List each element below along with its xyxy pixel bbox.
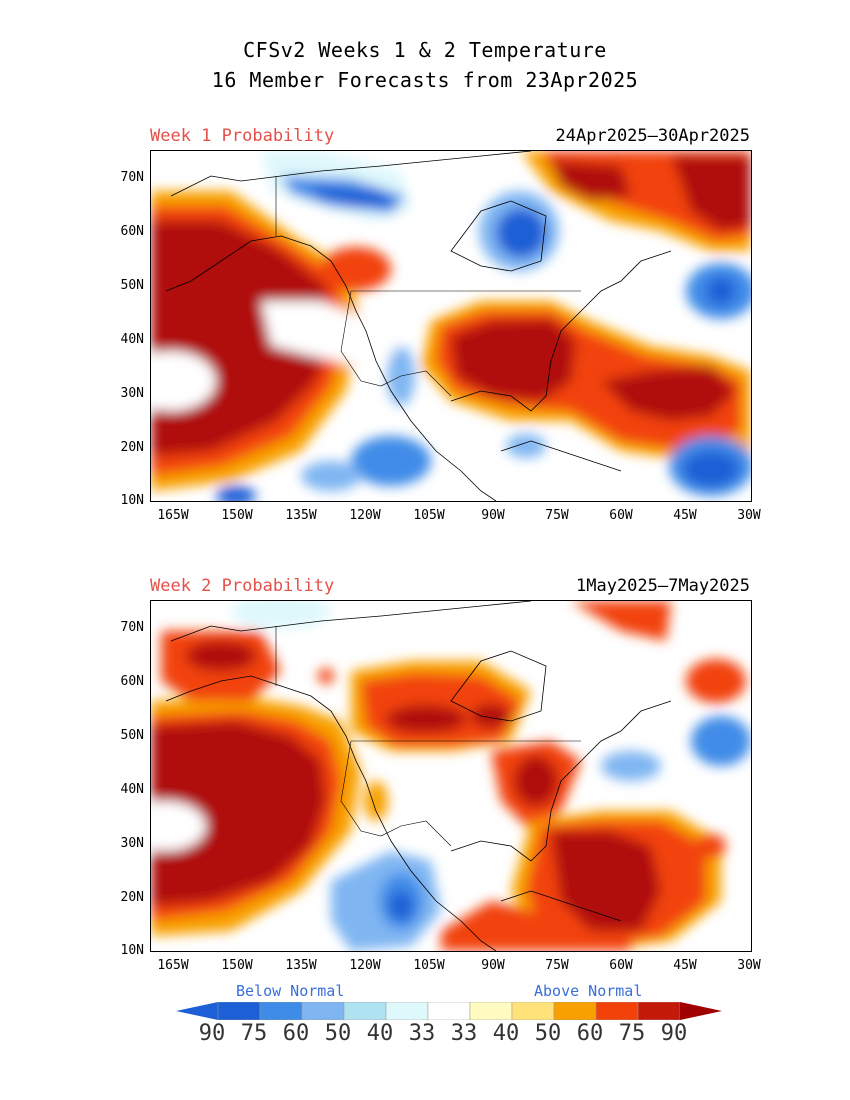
panel1-lat-tick: 40N (120, 332, 144, 347)
colorbar-label: 40 (492, 1021, 520, 1046)
panel2-lat-tick: 10N (120, 943, 144, 958)
chart-title-line2: 16 Member Forecasts from 23Apr2025 (211, 68, 639, 92)
color-bar (176, 1002, 722, 1020)
panel1-lon-tick: 90W (481, 508, 505, 523)
colorbar-cell (637, 1002, 681, 1020)
panel2-lat-tick: 40N (120, 782, 144, 797)
panel1-lat-tick: 50N (120, 278, 144, 293)
colorbar-cell (469, 1002, 513, 1020)
below-normal-label: Below Normal (236, 982, 345, 1000)
panel1-lon-tick: 105W (413, 508, 445, 523)
panel1-lon-tick: 165W (157, 508, 189, 523)
colorbar-label: 33 (450, 1021, 478, 1046)
colorbar-label: 75 (240, 1021, 268, 1046)
panel2-lon-tick: 60W (609, 958, 633, 973)
panel1-lat-tick: 30N (120, 386, 144, 401)
panel2-label: Week 2 Probability (150, 576, 335, 596)
panel2-dates: 1May2025—7May2025 (576, 576, 750, 596)
panel1-lon-tick: 135W (285, 508, 317, 523)
panel1-lon-tick: 150W (221, 508, 253, 523)
colorbar-label: 60 (576, 1021, 604, 1046)
panel2-lon-tick: 90W (481, 958, 505, 973)
colorbar-cell (301, 1002, 345, 1020)
colorbar-label: 60 (282, 1021, 310, 1046)
panel2-lat-tick: 20N (120, 890, 144, 905)
panel2-lat-tick: 70N (120, 620, 144, 635)
chart-title-line1: CFSv2 Weeks 1 & 2 Temperature (243, 38, 607, 62)
week1-probability-map (150, 150, 752, 502)
colorbar-above-arrow (680, 1002, 722, 1020)
colorbar-cell (427, 1002, 471, 1020)
colorbar-label: 90 (198, 1021, 226, 1046)
colorbar-cell (343, 1002, 387, 1020)
colorbar-below-arrow (176, 1002, 218, 1020)
colorbar-cell (259, 1002, 303, 1020)
panel2-lon-tick: 105W (413, 958, 445, 973)
panel1-lat-tick: 60N (120, 224, 144, 239)
colorbar-cell (385, 1002, 429, 1020)
panel2-lon-tick: 30W (737, 958, 761, 973)
colorbar-cell (553, 1002, 597, 1020)
panel1-lat-tick: 70N (120, 170, 144, 185)
colorbar-label: 50 (324, 1021, 352, 1046)
panel2-lon-tick: 150W (221, 958, 253, 973)
panel1-lon-tick: 60W (609, 508, 633, 523)
colorbar-label: 33 (408, 1021, 436, 1046)
colorbar-label: 90 (660, 1021, 688, 1046)
panel2-lon-tick: 120W (349, 958, 381, 973)
panel1-lon-tick: 45W (673, 508, 697, 523)
panel2-lon-tick: 45W (673, 958, 697, 973)
panel2-lon-tick: 135W (285, 958, 317, 973)
panel2-lat-tick: 60N (120, 674, 144, 689)
panel2-lon-tick: 75W (545, 958, 569, 973)
panel1-lon-tick: 75W (545, 508, 569, 523)
colorbar-cell (217, 1002, 261, 1020)
colorbar-label: 50 (534, 1021, 562, 1046)
colorbar-label: 75 (618, 1021, 646, 1046)
colorbar-label: 40 (366, 1021, 394, 1046)
week2-probability-map (150, 600, 752, 952)
panel1-lat-tick: 10N (120, 493, 144, 508)
colorbar-cell (595, 1002, 639, 1020)
panel2-lon-tick: 165W (157, 958, 189, 973)
above-normal-label: Above Normal (534, 982, 643, 1000)
colorbar-cell (511, 1002, 555, 1020)
panel2-lat-tick: 30N (120, 836, 144, 851)
panel1-dates: 24Apr2025—30Apr2025 (555, 126, 750, 146)
panel1-lon-tick: 120W (349, 508, 381, 523)
panel2-lat-tick: 50N (120, 728, 144, 743)
panel1-lat-tick: 20N (120, 440, 144, 455)
panel1-lon-tick: 30W (737, 508, 761, 523)
panel1-label: Week 1 Probability (150, 126, 335, 146)
